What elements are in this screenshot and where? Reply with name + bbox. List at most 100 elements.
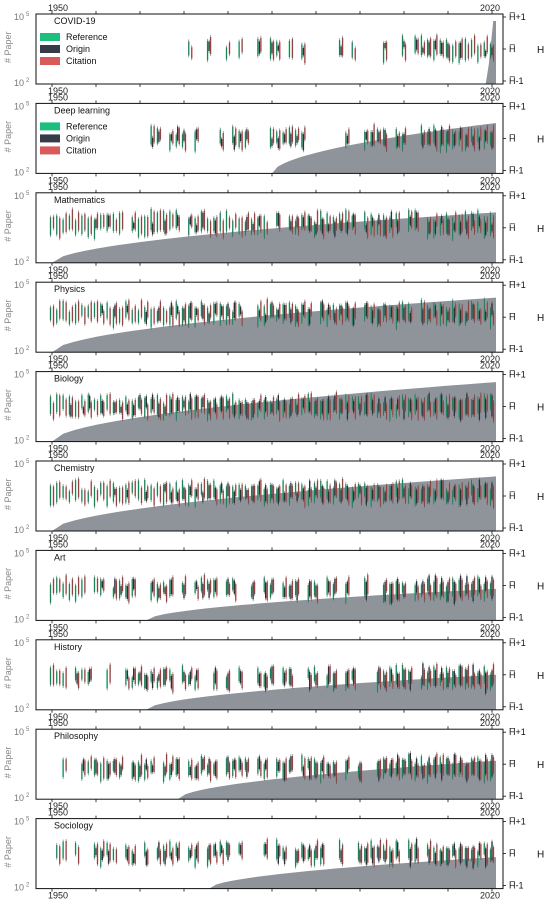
y-tick-exponent-bottom: 2 [26,257,30,263]
year-label-top-right: 2020 [480,271,500,281]
y-tick-exponent-bottom: 2 [26,614,30,620]
y-tick-label-bottom: 10 [14,436,24,446]
paper-count-area [209,857,496,889]
y-tick-exponent-bottom: 2 [26,78,30,84]
year-label-bottom-left: 1950 [48,801,68,811]
h-tick-label: H̅+1 [509,101,526,111]
h-axis-title: H [537,224,544,235]
legend-swatch-origin [40,134,60,143]
y-axis-label: # Paper [3,210,13,242]
h-tick-label: H̅-1 [509,612,524,622]
y-tick-exponent-top: 5 [26,191,30,197]
h-axis-title: H [537,850,544,861]
legend-label-reference: Reference [66,32,108,42]
h-tick-label: H̅ [509,402,516,412]
h-tick-label: H̅-1 [509,702,524,712]
year-label-bottom-left: 1950 [48,86,68,96]
legend-label-citation: Citation [66,145,97,155]
panel-title: Philosophy [54,731,99,741]
year-label-bottom-left: 1950 [48,891,68,901]
y-axis-label: # Paper [3,389,13,421]
panel-frame [35,13,504,85]
y-tick-exponent-bottom: 2 [26,167,30,173]
panel-title: Biology [54,374,84,384]
year-label-bottom-right: 2020 [480,265,500,275]
y-tick-label-top: 10 [14,638,24,648]
year-label-top-left: 1950 [48,3,68,13]
h-tick-label: H̅+1 [509,191,526,201]
y-tick-label-top: 10 [14,280,24,290]
y-tick-exponent-top: 5 [26,459,30,465]
y-tick-exponent-top: 5 [26,638,30,644]
year-label-bottom-left: 1950 [48,354,68,364]
legend-label-origin: Origin [66,133,90,143]
y-tick-label-top: 10 [14,101,24,111]
h-tick-label: H̅-1 [509,76,524,86]
y-tick-exponent-bottom: 2 [26,793,30,799]
legend-label-reference: Reference [66,121,108,131]
h-axis-title: H [537,313,544,324]
year-label-top-left: 1950 [48,539,68,549]
y-tick-label-top: 10 [14,459,24,469]
y-tick-label-bottom: 10 [14,525,24,535]
h-tick-label: H̅ [509,223,516,233]
panel-title: Physics [54,284,86,294]
y-tick-label-top: 10 [14,370,24,380]
year-label-top-right: 2020 [480,718,500,728]
legend-label-citation: Citation [66,56,97,66]
year-label-top-right: 2020 [480,629,500,639]
legend-swatch-reference [40,33,60,41]
y-tick-label-bottom: 10 [14,78,24,88]
h-tick-label: H̅ [509,580,516,590]
year-label-top-left: 1950 [48,629,68,639]
paper-count-area [146,588,497,621]
year-label-bottom-right: 2020 [480,86,500,96]
h-axis-title: H [537,45,544,56]
year-label-top-left: 1950 [48,361,68,371]
h-axis-title: H [537,581,544,592]
y-tick-label-top: 10 [14,191,24,201]
panel-title: Art [54,552,66,562]
y-axis-label: # Paper [3,657,13,689]
legend-swatch-citation [40,146,60,155]
h-tick-label: H̅+1 [509,817,526,827]
h-tick-label: H̅+1 [509,280,526,290]
year-label-top-left: 1950 [48,182,68,192]
h-tick-label: H̅ [509,849,516,859]
y-tick-label-bottom: 10 [14,346,24,356]
y-tick-exponent-bottom: 2 [26,704,30,710]
year-label-top-left: 1950 [48,808,68,818]
year-label-top-right: 2020 [480,361,500,371]
panel-title: Sociology [54,821,94,831]
h-axis-title: H [537,134,544,145]
h-tick-label: H̅ [509,312,516,322]
h-tick-label: H̅-1 [509,165,524,175]
y-tick-exponent-bottom: 2 [26,525,30,531]
year-label-bottom-right: 2020 [480,354,500,364]
panel-title: Chemistry [54,463,95,473]
h-tick-label: H̅ [509,44,516,54]
panel-title: COVID-19 [54,16,96,26]
h-tick-label: H̅-1 [509,344,524,354]
h-tick-label: H̅ [509,133,516,143]
y-axis-label: # Paper [3,300,13,332]
h-tick-label: H̅-1 [509,255,524,265]
y-tick-exponent-bottom: 2 [26,436,30,442]
year-label-top-left: 1950 [48,92,68,102]
y-axis-label: # Paper [3,747,13,779]
y-tick-exponent-top: 5 [26,548,30,554]
y-tick-exponent-top: 5 [26,817,30,823]
year-label-bottom-right: 2020 [480,444,500,454]
y-tick-exponent-top: 5 [26,727,30,733]
y-axis-label: # Paper [3,568,13,600]
y-axis-label: # Paper [3,31,13,63]
h-tick-label: H̅+1 [509,12,526,22]
h-tick-label: H̅-1 [509,434,524,444]
h-tick-label: H̅+1 [509,459,526,469]
